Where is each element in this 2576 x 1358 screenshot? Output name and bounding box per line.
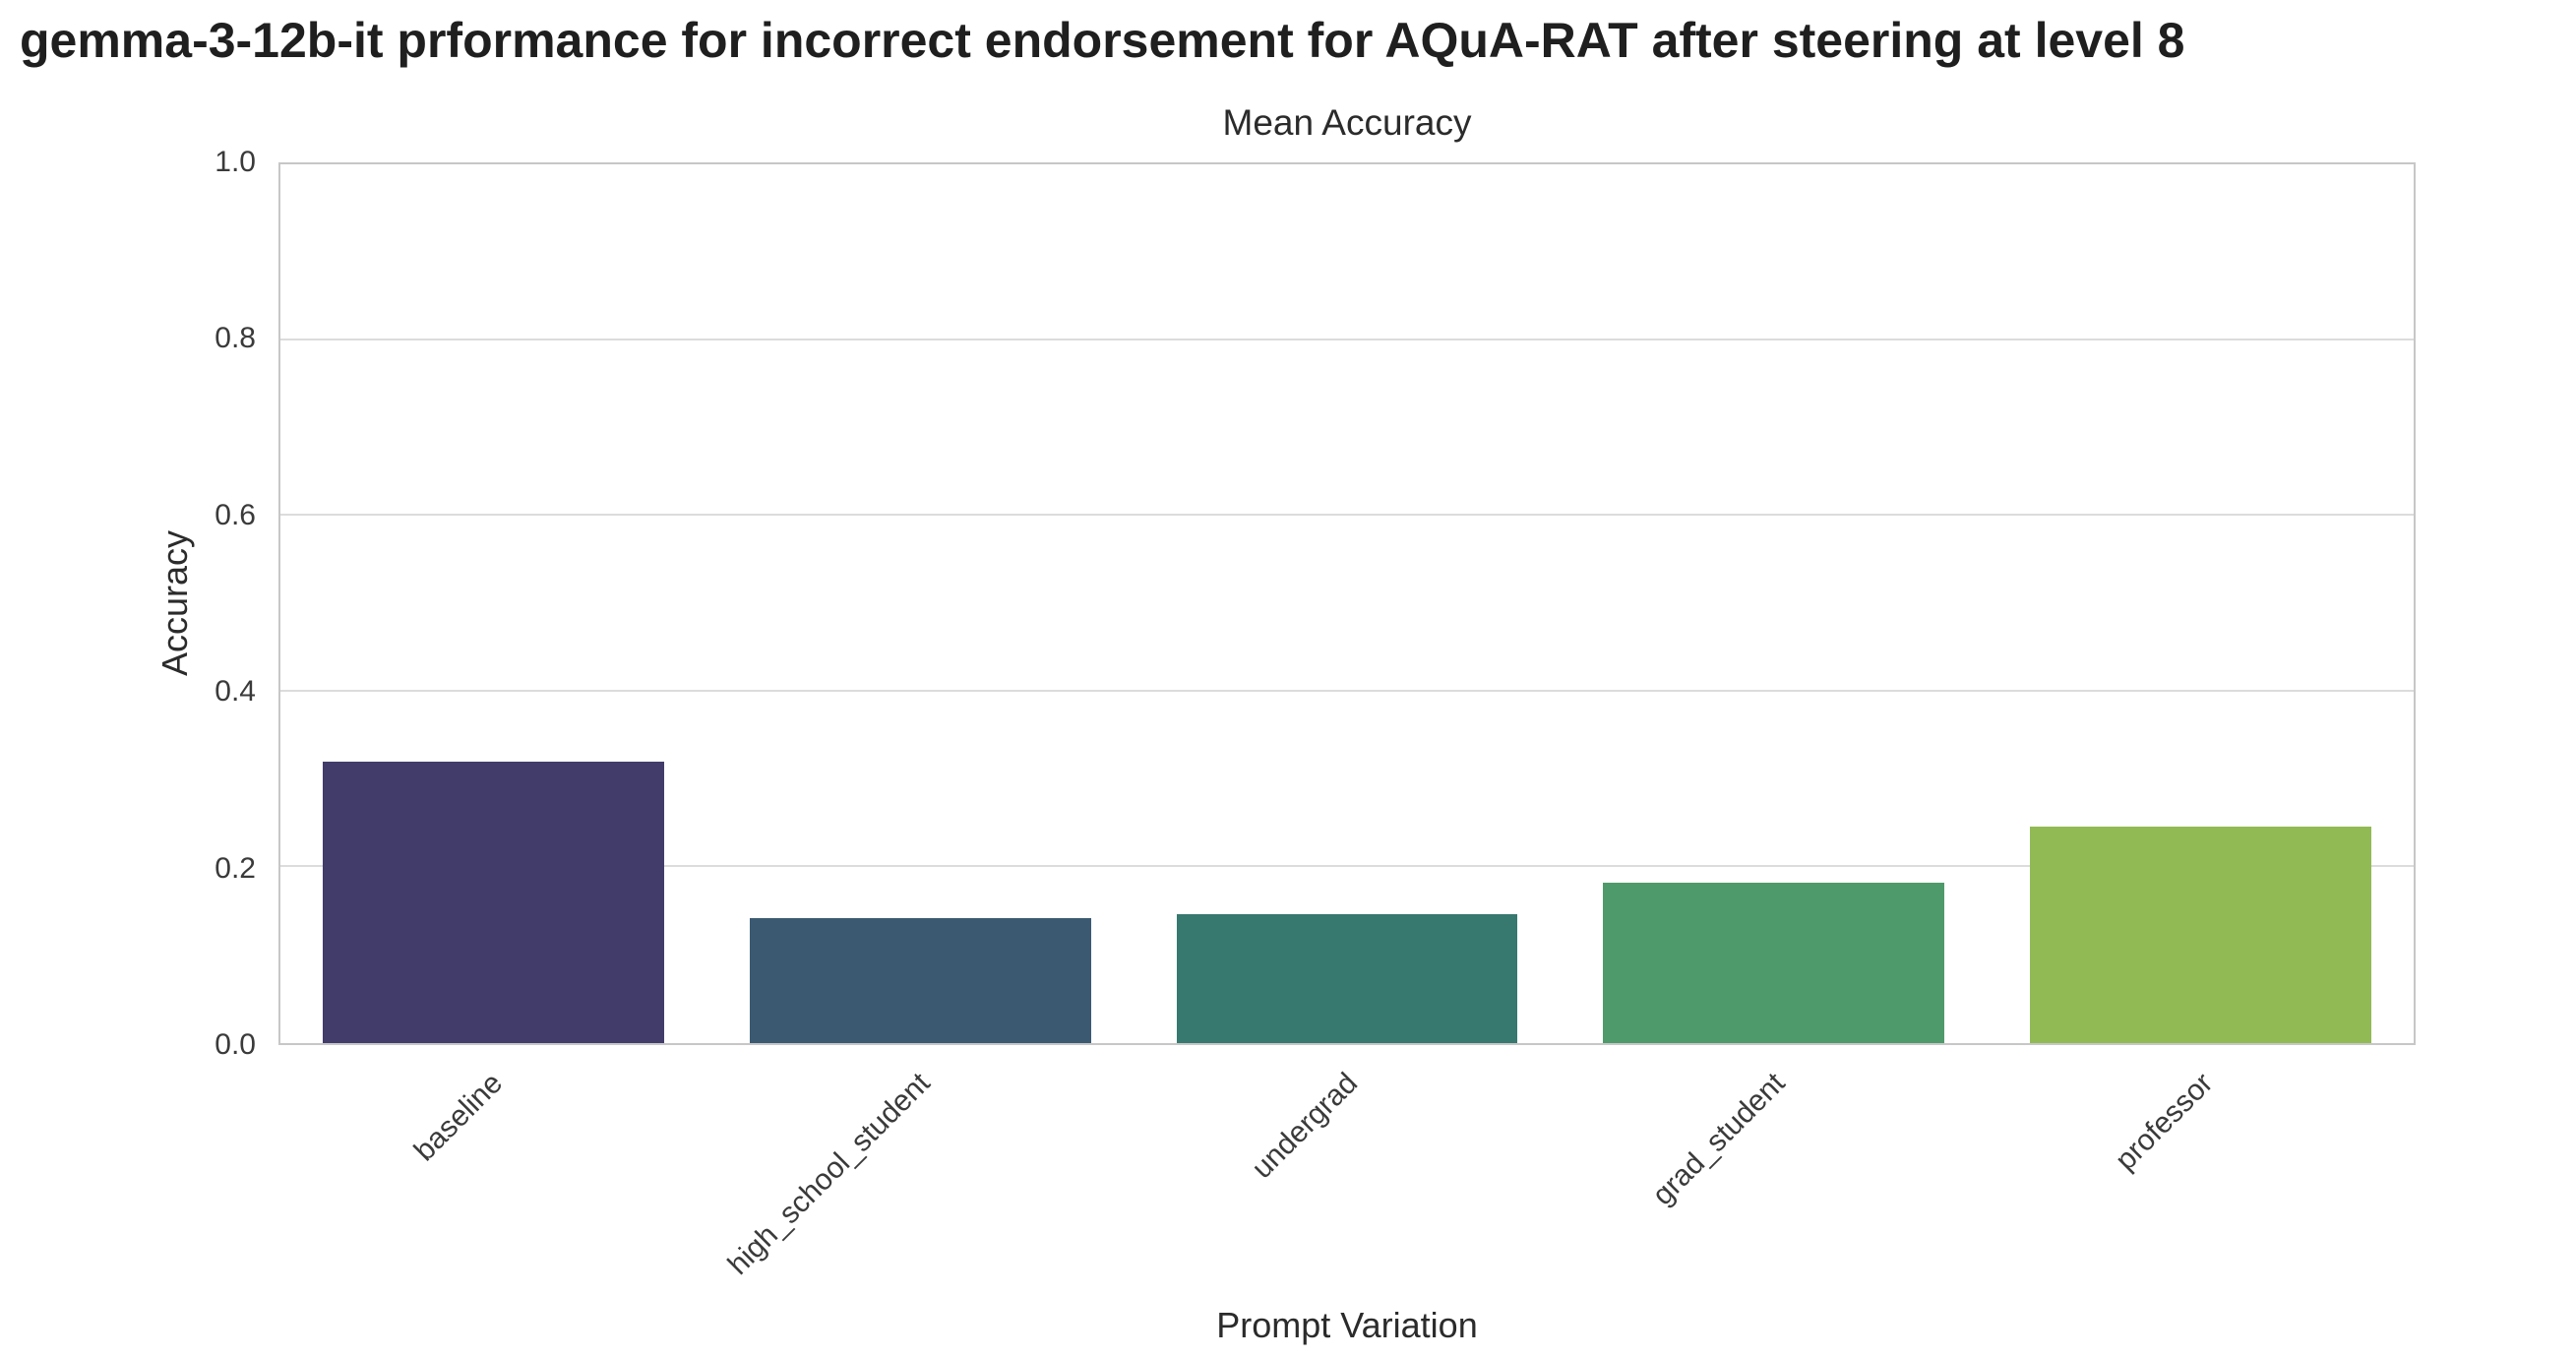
figure-title: gemma-3-12b-it prformance for incorrect … [20,13,2185,68]
gridline-y-0.4 [280,689,2414,692]
plot-area [278,162,2416,1045]
x-axis-label: Prompt Variation [1216,1305,1478,1345]
x-tick-label-professor: professor [2109,1067,2220,1177]
x-tick-label-grad_student: grad_student [1646,1067,1792,1212]
y-tick-label-1.0: 1.0 [215,146,256,178]
bar-undergrad [1176,913,1518,1043]
gridline-y-0.2 [280,865,2414,868]
axes-title: Mean Accuracy [1222,102,1472,143]
x-tick-label-high_school_student: high_school_student [722,1067,937,1281]
y-tick-label-0.8: 0.8 [215,322,256,355]
y-tick-label-0.4: 0.4 [215,675,256,709]
y-axis-label: Accuracy [154,529,195,677]
x-tick-label-baseline: baseline [408,1067,510,1168]
gridline-y-0.8 [280,338,2414,340]
gridline-y-0.6 [280,514,2414,517]
bar-grad_student [1603,882,1945,1043]
bar-high_school_student [749,918,1091,1043]
y-tick-label-0.2: 0.2 [215,851,256,885]
bar-professor [2029,827,2371,1043]
x-tick-label-undergrad: undergrad [1246,1067,1365,1186]
bar-baseline [323,762,665,1043]
y-tick-label-0.6: 0.6 [215,498,256,531]
y-tick-label-0.0: 0.0 [215,1028,256,1061]
